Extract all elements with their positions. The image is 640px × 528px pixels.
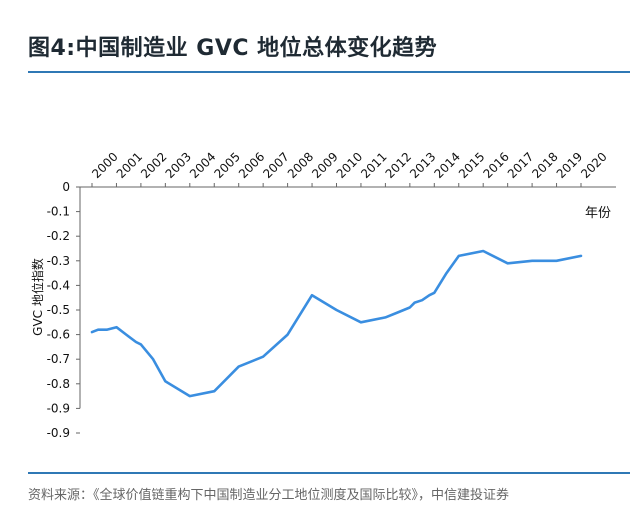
y-axis-label: GVC 地位指数 — [30, 258, 45, 336]
x-tick-label: 2015 — [456, 150, 487, 181]
x-axis-ticks: 2000200120022003200420052006200720082009… — [89, 150, 610, 187]
chart-title: 图4:中国制造业 GVC 地位总体变化趋势 — [28, 36, 438, 61]
x-tick-label: 2019 — [554, 150, 585, 181]
x-tick-label: 2013 — [407, 150, 438, 181]
x-axis-label: 年份 — [585, 206, 611, 221]
x-tick-label: 2002 — [138, 150, 169, 181]
x-tick-label: 2011 — [358, 150, 389, 181]
y-tick-label: -0.7 — [47, 352, 70, 366]
bottom-rule — [28, 472, 630, 474]
y-axis-ticks: 0 -0.1 -0.2 -0.3 -0.4 -0.5 -0.6 -0.7 -0.8 -0.9 -0.… — [47, 180, 80, 440]
source-note: 资料来源：《全球价值链重构下中国制造业分工地位测度及国际比较》，中信建投证券 — [28, 488, 510, 503]
y-tick-label: -0.4 — [47, 278, 70, 292]
x-tick-label: 2008 — [285, 150, 316, 181]
x-tick-label: 2005 — [211, 150, 242, 181]
y-tick-label: -0.5 — [47, 303, 70, 317]
x-tick-label: 2016 — [480, 150, 511, 181]
x-tick-label: 2020 — [578, 150, 609, 181]
series-line — [90, 249, 583, 398]
top-rule — [28, 71, 630, 73]
y-tick-label: -0.1 — [47, 205, 70, 219]
x-tick-label: 2014 — [432, 150, 463, 181]
y-tick-label: -0.8 — [47, 377, 70, 391]
x-tick-label: 2017 — [505, 150, 536, 181]
y-tick-label: -0.9 — [47, 401, 70, 415]
x-tick-label: 2000 — [89, 150, 120, 181]
x-tick-label: 2007 — [260, 150, 291, 181]
x-tick-label: 2010 — [334, 150, 365, 181]
x-tick-label: 2003 — [163, 150, 194, 181]
x-tick-label: 2012 — [383, 150, 414, 181]
y-tick-label: -0.2 — [47, 229, 70, 243]
y-tick-label: -0.9 — [47, 426, 70, 440]
x-tick-label: 2006 — [236, 150, 267, 181]
x-tick-label: 2009 — [309, 150, 340, 181]
y-tick-label: -0.3 — [47, 254, 70, 268]
x-tick-label: 2018 — [529, 150, 560, 181]
x-tick-label: 2004 — [187, 150, 218, 181]
y-tick-label: 0 — [62, 180, 70, 194]
x-tick-label: 2001 — [114, 150, 145, 181]
y-tick-label: -0.6 — [47, 328, 70, 342]
